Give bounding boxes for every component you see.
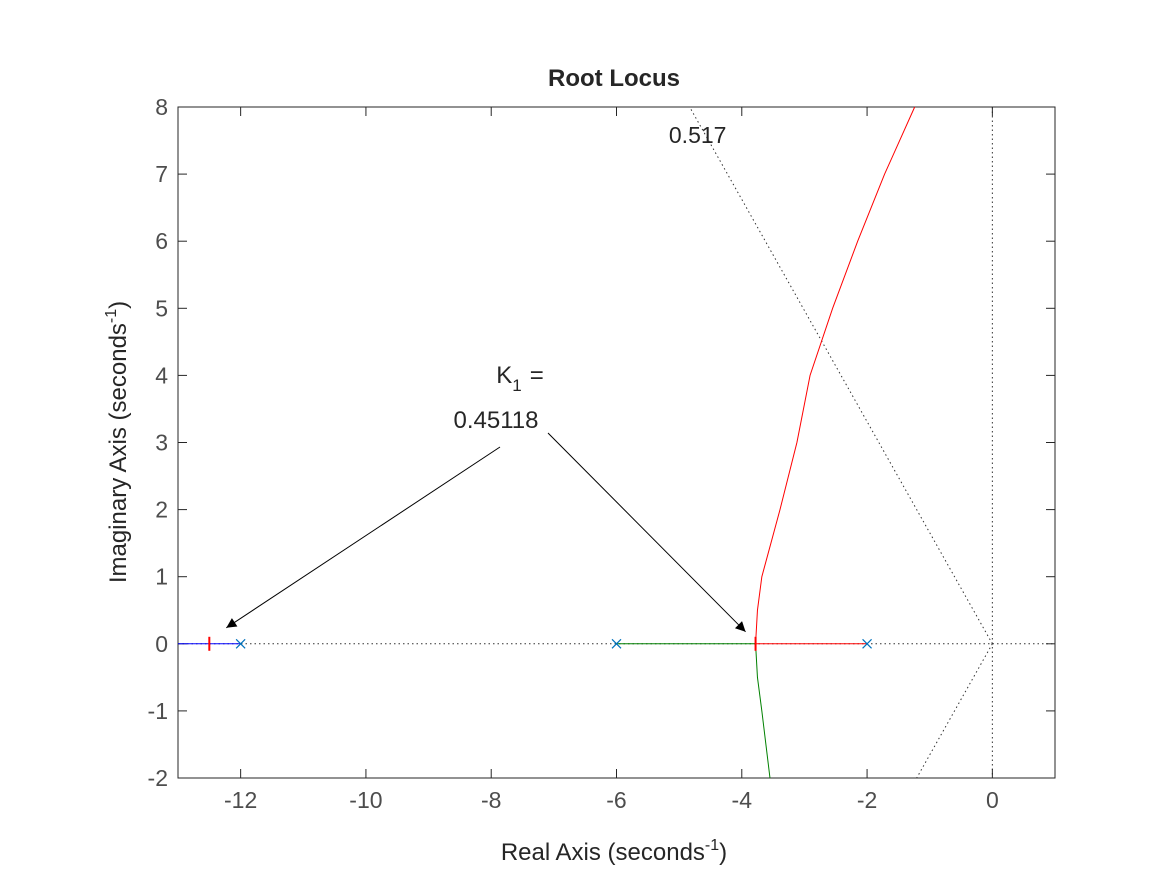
y-axis-label: Imaginary Axis (seconds-1) <box>103 301 132 583</box>
x-tick-label: -2 <box>857 787 877 813</box>
damping-line <box>916 643 993 779</box>
annotation-arrow <box>226 446 501 629</box>
x-tick-label: -6 <box>606 787 626 813</box>
x-tick-label: -4 <box>732 787 753 813</box>
y-tick-label: -2 <box>148 765 168 791</box>
damping-label: 0.517 <box>669 122 727 148</box>
y-tick-label: 1 <box>155 564 168 590</box>
chart-title: Root Locus <box>548 65 680 92</box>
locus-branch <box>755 106 916 645</box>
locus-branch <box>616 643 771 779</box>
y-tick-label: 0 <box>155 631 168 657</box>
x-tick-label: -10 <box>349 787 382 813</box>
y-tick-label: 3 <box>155 430 168 456</box>
y-label-suffix: ) <box>105 301 132 309</box>
y-tick-label: 7 <box>155 161 168 187</box>
annotation-gain: K1 = <box>496 362 544 395</box>
y-tick-label: 8 <box>155 94 168 120</box>
y-tick-label: -1 <box>148 698 168 724</box>
pole-marker <box>235 638 246 649</box>
y-label-text: Imaginary Axis (seconds <box>105 323 132 583</box>
y-tick-label: 5 <box>155 295 168 321</box>
damping-line <box>689 106 993 645</box>
x-label-sup: -1 <box>705 837 719 854</box>
annotation-arrow <box>547 432 746 633</box>
y-label-sup: -1 <box>103 309 120 323</box>
x-tick-label: -8 <box>481 787 501 813</box>
x-tick-label: 0 <box>986 787 999 813</box>
annotation-subscript: 1 <box>512 376 521 395</box>
x-label-text: Real Axis (seconds <box>501 839 705 866</box>
plot-frame <box>177 106 1056 779</box>
annotation-equals: = <box>530 362 544 389</box>
y-tick-label: 4 <box>155 362 168 388</box>
annotation-value: 0.45118 <box>454 407 539 434</box>
pole-marker <box>862 638 872 649</box>
annotation-symbol: K <box>496 362 512 389</box>
pole-marker <box>611 638 622 649</box>
x-axis-label: Real Axis (seconds-1) <box>501 837 727 866</box>
y-tick-label: 2 <box>155 497 168 523</box>
x-label-suffix: ) <box>719 839 727 866</box>
y-tick-label: 6 <box>155 228 168 254</box>
x-tick-label: -12 <box>224 787 257 813</box>
